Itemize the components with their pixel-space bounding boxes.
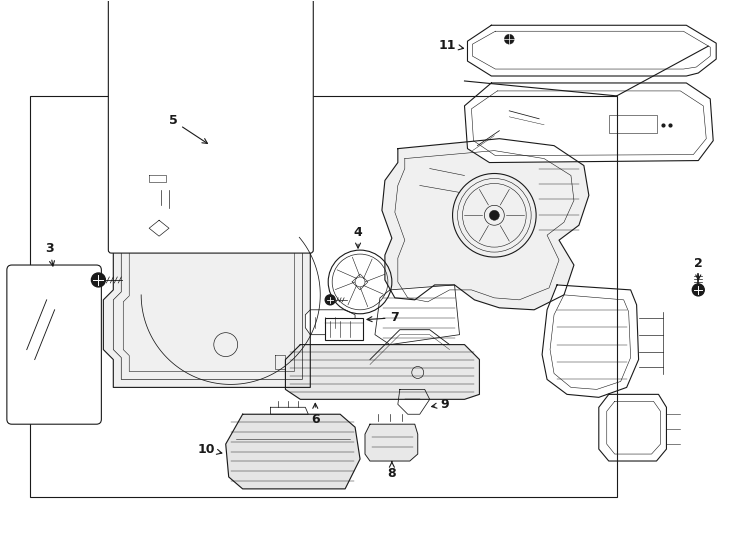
Text: 1: 1: [274, 64, 283, 92]
Polygon shape: [382, 139, 589, 310]
Polygon shape: [226, 414, 360, 489]
FancyBboxPatch shape: [115, 0, 306, 240]
Text: 11: 11: [439, 39, 464, 52]
Polygon shape: [542, 285, 639, 397]
Polygon shape: [365, 424, 418, 461]
Polygon shape: [286, 345, 479, 400]
Text: 9: 9: [432, 398, 449, 411]
Bar: [608, 115, 656, 133]
Polygon shape: [599, 394, 666, 461]
Circle shape: [92, 273, 106, 287]
Circle shape: [504, 34, 515, 44]
Text: 3: 3: [46, 241, 54, 266]
Polygon shape: [465, 83, 713, 163]
Circle shape: [490, 210, 499, 220]
Polygon shape: [375, 285, 459, 345]
Polygon shape: [468, 25, 716, 76]
FancyBboxPatch shape: [7, 265, 101, 424]
Text: 2: 2: [694, 256, 702, 280]
Circle shape: [325, 295, 335, 305]
Polygon shape: [271, 407, 308, 414]
Text: 10: 10: [197, 443, 222, 456]
Text: 8: 8: [388, 462, 396, 481]
FancyBboxPatch shape: [123, 1, 299, 227]
Polygon shape: [305, 310, 355, 335]
Text: 7: 7: [367, 311, 399, 324]
Text: 5: 5: [169, 114, 208, 144]
FancyBboxPatch shape: [109, 0, 313, 253]
Text: 6: 6: [311, 403, 319, 426]
Text: 4: 4: [354, 226, 363, 248]
Bar: [325, 318, 363, 340]
Polygon shape: [103, 146, 310, 387]
Bar: [30, 96, 617, 497]
Circle shape: [692, 284, 704, 296]
